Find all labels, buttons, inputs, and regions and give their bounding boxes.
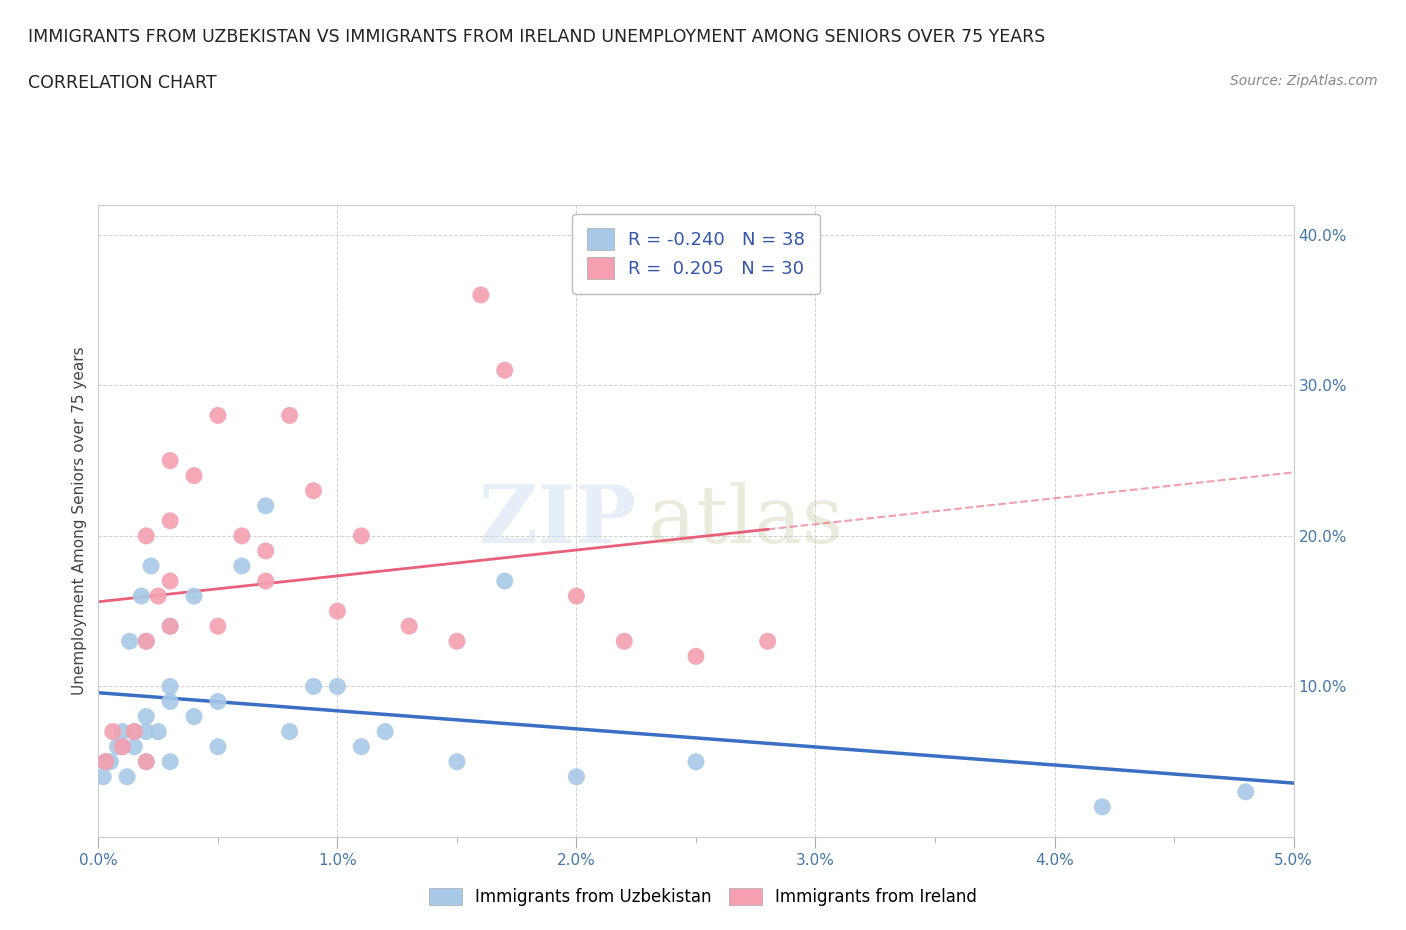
Point (613, 634, 636, 649)
Point (94, 754, 117, 769)
Text: IMMIGRANTS FROM UZBEKISTAN VS IMMIGRANTS FROM IRELAND UNEMPLOYMENT AMONG SENIORS: IMMIGRANTS FROM UZBEKISTAN VS IMMIGRANTS… (28, 28, 1046, 46)
Point (207, 408, 229, 423)
Point (183, 709, 205, 724)
Point (139, 559, 162, 574)
Point (159, 618, 181, 633)
Legend: Immigrants from Uzbekistan, Immigrants from Ireland: Immigrants from Uzbekistan, Immigrants f… (422, 881, 984, 912)
Point (565, 769, 588, 784)
Point (183, 589, 205, 604)
Point (278, 724, 301, 739)
Point (159, 513, 181, 528)
Point (756, 634, 779, 649)
Y-axis label: Unemployment Among Seniors over 75 years: Unemployment Among Seniors over 75 years (72, 347, 87, 695)
Point (207, 739, 229, 754)
Point (159, 618, 181, 633)
Point (135, 754, 157, 769)
Point (135, 754, 157, 769)
Point (91, 769, 114, 784)
Point (231, 559, 253, 574)
Point (1091, 800, 1114, 815)
Point (159, 679, 181, 694)
Point (254, 574, 277, 589)
Point (231, 528, 253, 543)
Point (101, 724, 124, 739)
Point (135, 724, 157, 739)
Point (135, 634, 157, 649)
Point (159, 754, 181, 769)
Point (302, 679, 325, 694)
Point (278, 408, 301, 423)
Point (124, 724, 146, 739)
Point (1234, 784, 1257, 799)
Point (98, 754, 122, 769)
Point (111, 739, 134, 754)
Point (135, 634, 157, 649)
Point (685, 754, 707, 769)
Text: ZIP: ZIP (479, 482, 636, 560)
Point (494, 574, 516, 589)
Point (326, 679, 349, 694)
Point (183, 468, 205, 483)
Point (207, 694, 229, 709)
Point (207, 618, 229, 633)
Point (398, 618, 420, 633)
Point (107, 739, 129, 754)
Point (302, 484, 325, 498)
Point (159, 453, 181, 468)
Text: atlas: atlas (648, 482, 844, 560)
Point (124, 724, 146, 739)
Point (115, 769, 138, 784)
Point (131, 589, 153, 604)
Point (118, 634, 141, 649)
Point (111, 739, 134, 754)
Point (254, 498, 277, 513)
Point (124, 739, 146, 754)
Point (159, 694, 181, 709)
Text: CORRELATION CHART: CORRELATION CHART (28, 74, 217, 92)
Point (135, 528, 157, 543)
Point (148, 724, 170, 739)
Point (135, 709, 157, 724)
Point (685, 649, 707, 664)
Point (494, 363, 516, 378)
Point (446, 754, 468, 769)
Point (350, 739, 373, 754)
Point (94, 754, 117, 769)
Point (254, 543, 277, 558)
Point (326, 604, 349, 618)
Legend: R = -0.240   N = 38, R =  0.205   N = 30: R = -0.240 N = 38, R = 0.205 N = 30 (572, 214, 820, 294)
Point (374, 724, 396, 739)
Point (470, 287, 492, 302)
Point (111, 724, 134, 739)
Text: Source: ZipAtlas.com: Source: ZipAtlas.com (1230, 74, 1378, 88)
Point (446, 634, 468, 649)
Point (148, 589, 170, 604)
Point (159, 574, 181, 589)
Point (350, 528, 373, 543)
Point (565, 589, 588, 604)
